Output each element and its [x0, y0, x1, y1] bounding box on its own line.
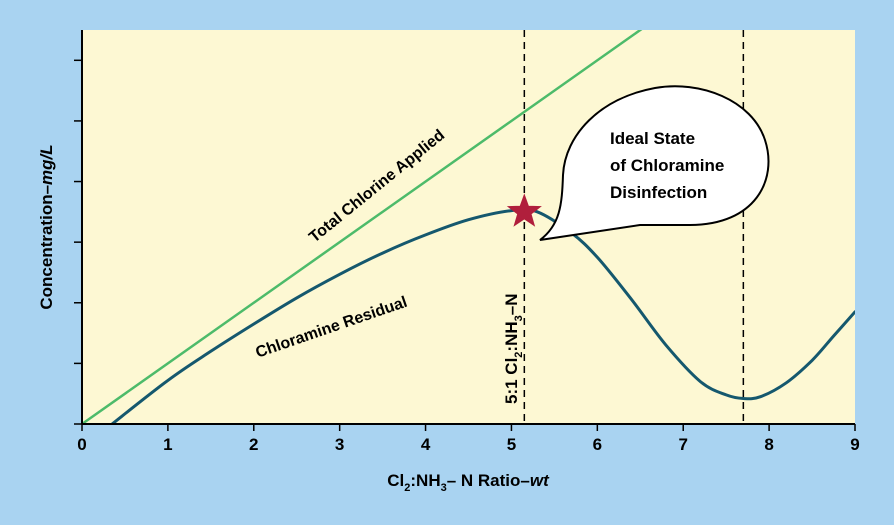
- plot-background: [82, 30, 855, 424]
- x-tick-label: 6: [593, 435, 602, 454]
- vertical-lines-layer: [523, 30, 745, 424]
- x-tick-label: 0: [77, 435, 86, 454]
- callout-line-3: Disinfection: [610, 183, 707, 202]
- vline-label-5to1: 5:1 Cl2:NH3–N: [502, 294, 525, 405]
- x-axis-title: Cl2:NH3– N Ratio–wt: [387, 471, 550, 494]
- ticks-layer: 0 1 2 3 4 5 6 7 8 9: [74, 59, 860, 454]
- x-tick-label: 4: [421, 435, 431, 454]
- x-tick-label: 7: [678, 435, 687, 454]
- x-tick-label: 2: [249, 435, 258, 454]
- callout-line-1: Ideal State: [610, 129, 695, 148]
- star-marker-icon: [506, 193, 542, 227]
- x-tick-label: 1: [163, 435, 172, 454]
- x-tick-label: 5: [507, 435, 516, 454]
- x-tick-label: 8: [764, 435, 773, 454]
- callout-line-2: of Chloramine: [610, 156, 724, 175]
- callout-bubble: [539, 85, 770, 241]
- x-tick-label: 3: [335, 435, 344, 454]
- series-line-total-chlorine-applied: [82, 30, 643, 424]
- y-axis-title: Concentration–mg/L: [37, 144, 56, 309]
- x-tick-label: 9: [850, 435, 859, 454]
